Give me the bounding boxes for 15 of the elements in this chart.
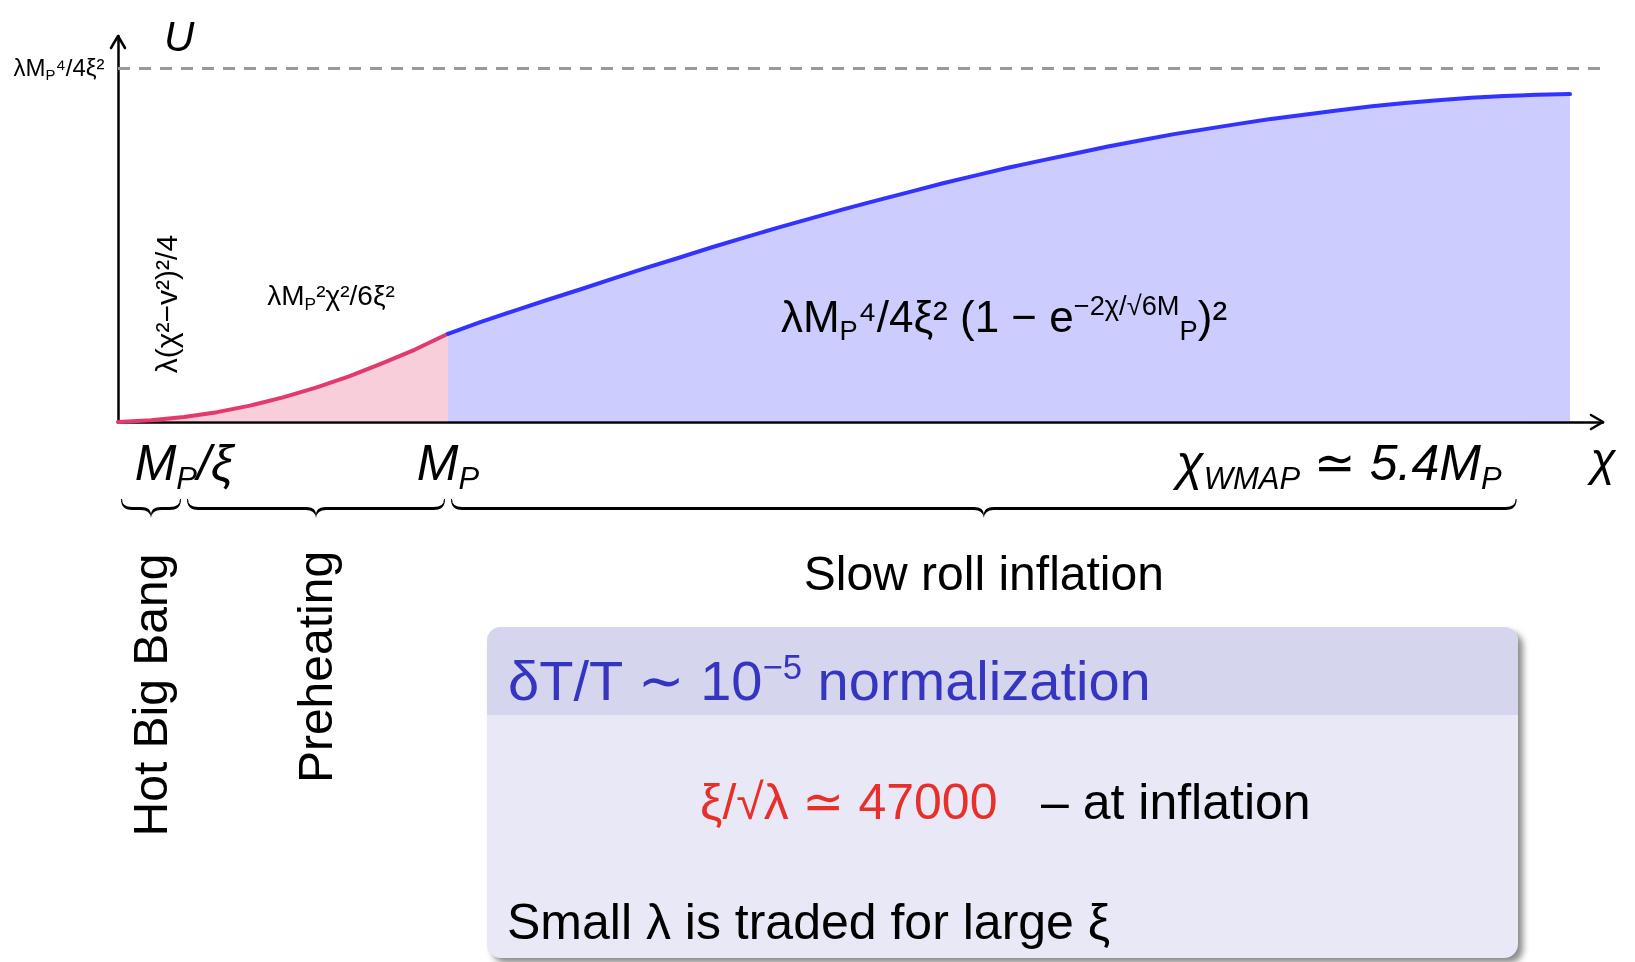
text: Preheating — [288, 550, 344, 784]
text: ξ/√λ ≃ 47000 — [700, 774, 998, 832]
y-axis-title: U — [164, 12, 195, 60]
x-tick-label: M$_{P}$/ξ — [134, 435, 234, 497]
annotation: λM$_{P}$²χ²/6ξ² — [267, 279, 395, 315]
ref-line-label: λM$_{P}$⁴/4ξ² — [13, 53, 105, 84]
x-tick-label: M$_{P}$ — [416, 435, 480, 497]
annotation: λ(χ²−v²)²/4 — [149, 234, 184, 374]
text: δT/T ∼ 10$^{−5}$ normalization — [508, 647, 1151, 714]
text: Slow roll inflation — [803, 546, 1164, 602]
annotation: λM$_{P}$⁴/4ξ² (1 − e$^{−2χ/√6M}$$_{P}$)² — [780, 290, 1228, 346]
text: Small λ is traded for large ξ — [507, 894, 1111, 952]
text: Hot Big Bang — [123, 553, 179, 837]
x-axis-title: χ — [1586, 433, 1617, 485]
text: – at inflation — [1041, 774, 1311, 832]
